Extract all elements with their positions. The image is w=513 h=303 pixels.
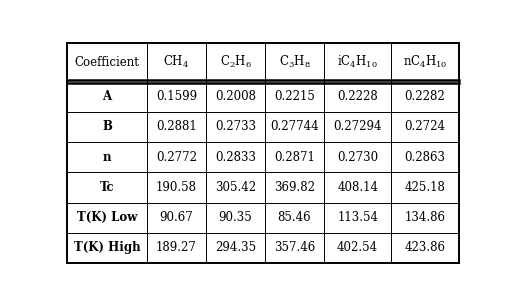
Text: n: n [103,151,111,164]
Text: T(K) High: T(K) High [74,241,141,255]
Text: 0.2733: 0.2733 [215,120,256,133]
Text: 0.2881: 0.2881 [156,120,196,133]
Text: 0.27744: 0.27744 [270,120,319,133]
Text: 0.2863: 0.2863 [404,151,445,164]
Text: $\mathregular{C_2H_6}$: $\mathregular{C_2H_6}$ [220,54,251,70]
Text: 294.35: 294.35 [215,241,256,255]
Text: 113.54: 113.54 [337,211,378,224]
Text: 0.2772: 0.2772 [156,151,197,164]
Text: 305.42: 305.42 [215,181,256,194]
Text: Tc: Tc [100,181,114,194]
Text: 369.82: 369.82 [274,181,315,194]
Text: $\mathregular{iC_4H_{10}}$: $\mathregular{iC_4H_{10}}$ [338,54,378,70]
Text: 90.35: 90.35 [219,211,252,224]
Text: 0.2724: 0.2724 [404,120,445,133]
Text: 425.18: 425.18 [404,181,445,194]
Text: T(K) Low: T(K) Low [77,211,137,224]
Text: 90.67: 90.67 [160,211,193,224]
Text: 357.46: 357.46 [274,241,315,255]
Text: 189.27: 189.27 [156,241,197,255]
Text: 402.54: 402.54 [337,241,378,255]
Text: 0.2833: 0.2833 [215,151,256,164]
Text: 190.58: 190.58 [156,181,197,194]
Text: 0.27294: 0.27294 [333,120,382,133]
Text: $\mathregular{nC_4H_{10}}$: $\mathregular{nC_4H_{10}}$ [403,54,447,70]
Text: 0.2215: 0.2215 [274,90,315,103]
Text: B: B [102,120,112,133]
Text: Coefficient: Coefficient [74,56,140,69]
Text: 0.2008: 0.2008 [215,90,256,103]
Text: A: A [103,90,112,103]
Text: $\mathregular{C_3H_8}$: $\mathregular{C_3H_8}$ [279,54,310,70]
Text: $\mathregular{CH_4}$: $\mathregular{CH_4}$ [163,54,189,70]
Text: 423.86: 423.86 [404,241,445,255]
Text: 408.14: 408.14 [337,181,378,194]
Text: 0.2730: 0.2730 [337,151,378,164]
Text: 0.1599: 0.1599 [156,90,197,103]
Text: 0.2871: 0.2871 [274,151,315,164]
Text: 0.2282: 0.2282 [405,90,445,103]
Text: 0.2228: 0.2228 [337,90,378,103]
Text: 134.86: 134.86 [404,211,445,224]
Text: 85.46: 85.46 [278,211,311,224]
